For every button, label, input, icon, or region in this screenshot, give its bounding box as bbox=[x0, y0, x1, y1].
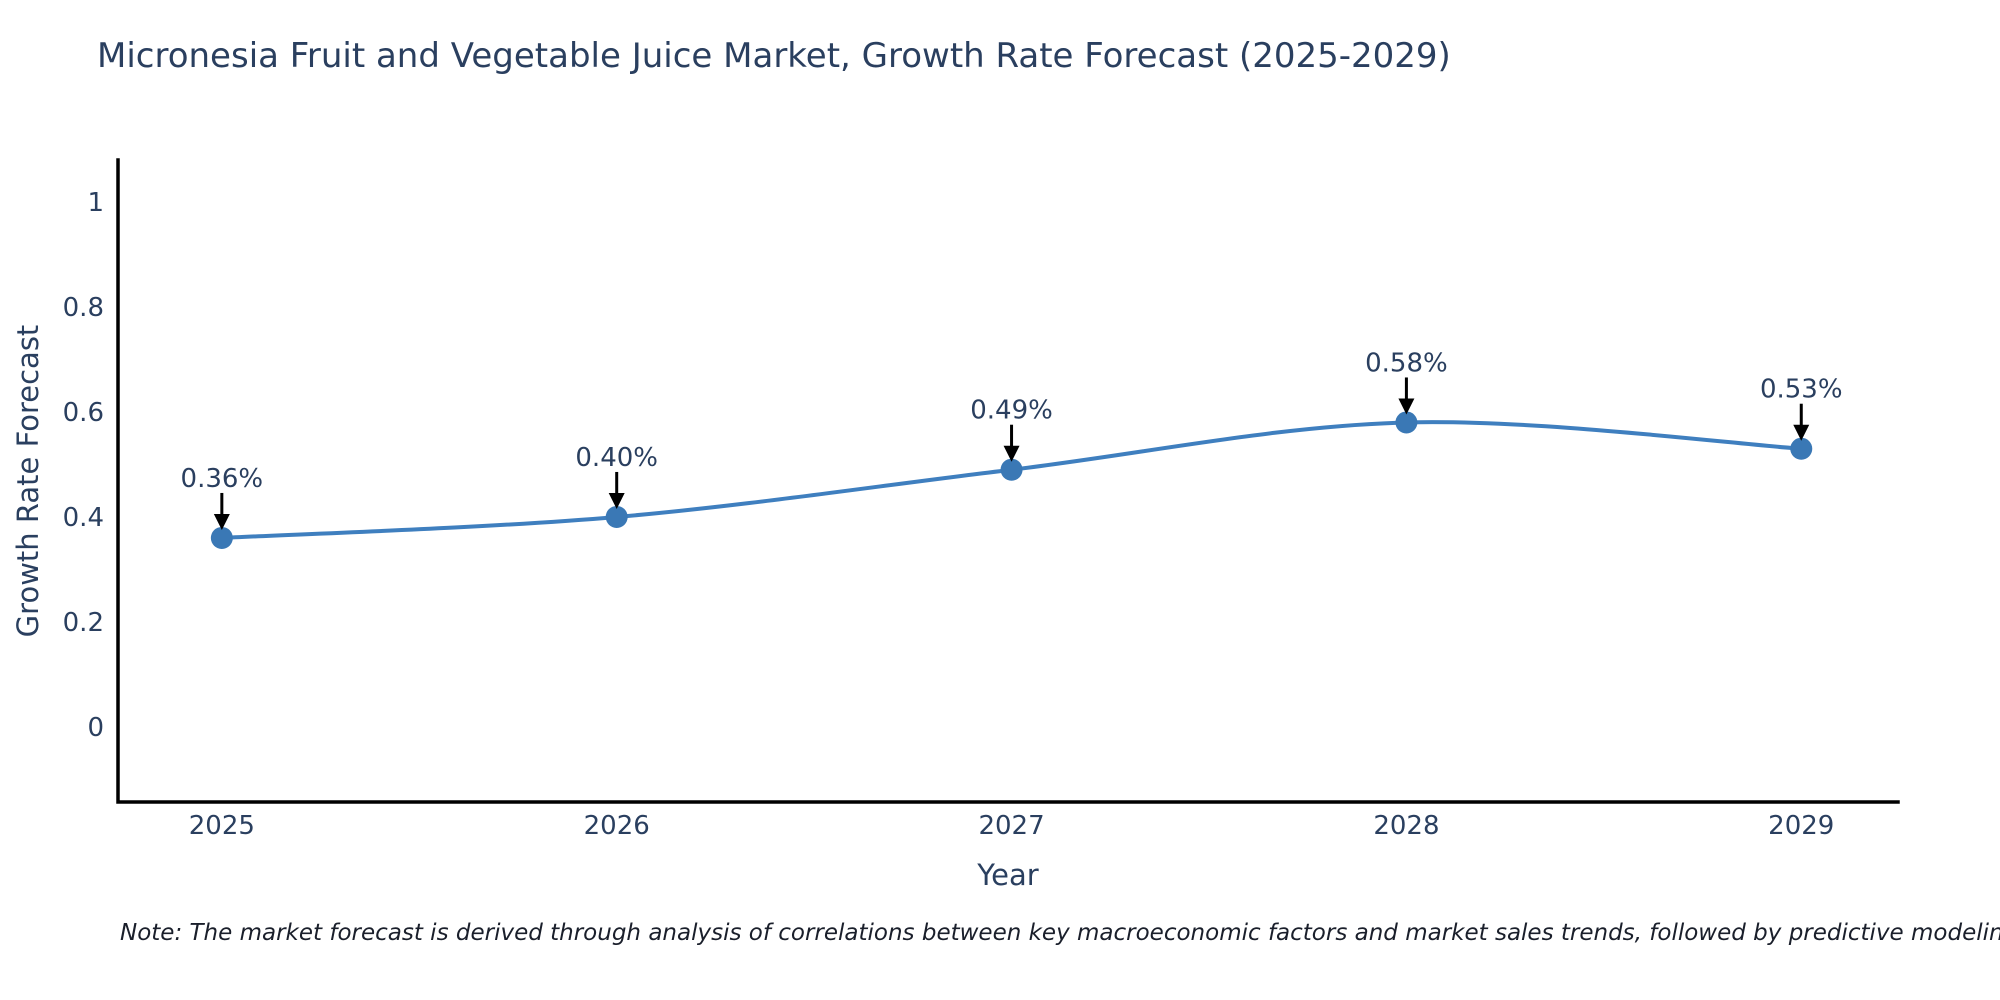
x-tick-labels: 2025 2026 2027 2028 2029 bbox=[189, 811, 1835, 841]
x-tick-label: 2026 bbox=[584, 811, 650, 841]
data-point-markers bbox=[210, 411, 1813, 549]
y-tick-label: 1 bbox=[87, 188, 104, 218]
data-point-label: 0.58% bbox=[1365, 348, 1448, 378]
data-point-marker bbox=[1790, 437, 1813, 460]
axis-spine bbox=[116, 158, 1900, 804]
point-annotations: 0.36% 0.40% 0.49% 0.58% 0.53% bbox=[181, 348, 1843, 530]
data-point-marker bbox=[605, 505, 628, 528]
y-tick-label: 0.2 bbox=[63, 608, 104, 638]
data-point-label: 0.53% bbox=[1760, 375, 1843, 405]
y-tick-label: 0.6 bbox=[63, 398, 104, 428]
data-point-marker bbox=[1395, 411, 1418, 434]
y-tick-labels: 1 0.8 0.6 0.4 0.2 0 bbox=[63, 188, 104, 743]
data-point-label: 0.40% bbox=[575, 443, 658, 473]
data-point-marker bbox=[1000, 458, 1023, 481]
x-tick-label: 2027 bbox=[978, 811, 1044, 841]
footnote: Note: The market forecast is derived thr… bbox=[120, 920, 2000, 946]
y-axis-title: Growth Rate Forecast bbox=[11, 325, 45, 638]
data-point-label: 0.49% bbox=[970, 396, 1053, 426]
x-tick-label: 2028 bbox=[1373, 811, 1439, 841]
annotation-arrowhead bbox=[213, 513, 230, 530]
axis-spines bbox=[116, 158, 1900, 804]
annotation-arrowhead bbox=[1003, 445, 1020, 462]
annotation-arrowhead bbox=[1793, 424, 1810, 441]
y-tick-label: 0 bbox=[87, 713, 104, 743]
data-point-marker bbox=[210, 526, 233, 549]
y-tick-label: 0.8 bbox=[63, 293, 104, 323]
annotation-arrowhead bbox=[1398, 398, 1415, 415]
x-tick-label: 2029 bbox=[1768, 811, 1834, 841]
chart-title: Micronesia Fruit and Vegetable Juice Mar… bbox=[97, 36, 1451, 76]
data-point-label: 0.36% bbox=[181, 464, 264, 494]
y-tick-label: 0.4 bbox=[63, 503, 104, 533]
x-axis-title: Year bbox=[976, 858, 1038, 892]
annotation-arrowhead bbox=[608, 492, 625, 509]
x-tick-label: 2025 bbox=[189, 811, 255, 841]
